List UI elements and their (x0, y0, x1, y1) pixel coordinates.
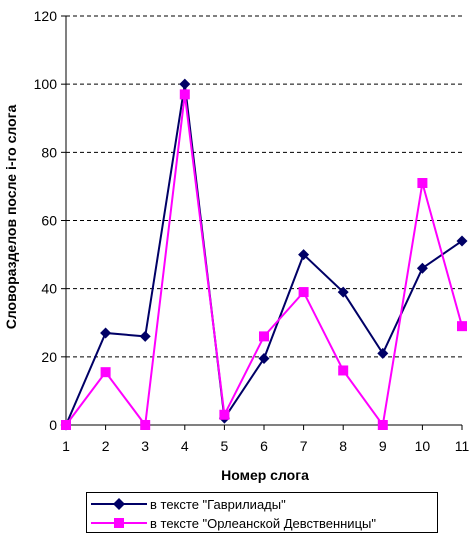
data-point (219, 409, 230, 420)
data-point (258, 353, 270, 365)
data-point (179, 78, 191, 90)
x-tick-label: 9 (379, 438, 387, 454)
series-1 (60, 78, 468, 431)
x-tick-label: 2 (102, 438, 110, 454)
legend-item-series-1: в тексте "Гаврилиады" (91, 495, 286, 513)
x-tick-label: 8 (339, 438, 347, 454)
axes (61, 15, 463, 430)
legend-swatch-square-icon (91, 516, 147, 530)
data-point (139, 330, 151, 342)
x-axis-label: Номер слога (221, 467, 309, 483)
y-tick-label: 120 (34, 8, 58, 24)
y-axis-label: Словоразделов после i-го слога (3, 105, 19, 330)
legend-item-series-2: в тексте "Орлеанской Девственницы" (91, 514, 376, 532)
y-tick-label: 100 (34, 76, 58, 92)
y-tick-label: 80 (41, 144, 57, 160)
x-tick-label: 7 (300, 438, 308, 454)
data-point (338, 365, 349, 376)
data-point (140, 420, 151, 430)
x-tick-label: 10 (415, 438, 431, 454)
x-tick-label: 3 (141, 438, 149, 454)
data-point (456, 235, 468, 247)
data-point (259, 331, 269, 342)
x-tick-label: 11 (455, 438, 470, 454)
line-chart: 0 20 40 60 80 100 120 1 2 3 4 5 6 7 8 9 10 11 Словоразде… (3, 8, 469, 483)
data-point (377, 347, 389, 359)
series-line (65, 84, 463, 426)
data-point (377, 420, 388, 430)
x-tick-label: 5 (221, 438, 229, 454)
data-point (416, 262, 428, 274)
data-point (61, 420, 71, 430)
data-point (298, 249, 310, 261)
y-tick-label: 60 (41, 213, 57, 229)
y-tick-label: 0 (49, 417, 57, 433)
y-tick-label: 40 (41, 281, 57, 297)
legend: в тексте "Гаврилиады" в тексте "Орлеанск… (86, 492, 438, 533)
data-point (100, 327, 112, 339)
y-tick-label: 20 (41, 349, 57, 365)
series-layer (60, 78, 468, 431)
data-point (179, 89, 190, 100)
x-tick-labels: 1 2 3 4 5 6 7 8 9 10 11 (62, 438, 469, 454)
legend-label-series-1: в тексте "Гаврилиады" (150, 496, 286, 512)
series-2 (61, 89, 467, 430)
series-line (65, 94, 463, 428)
data-point (100, 367, 111, 378)
data-point (337, 286, 349, 298)
legend-label-series-2: в тексте "Орлеанской Девственницы" (150, 515, 376, 531)
x-tick-label: 6 (260, 438, 268, 454)
data-point (417, 178, 428, 189)
legend-swatch-diamond-icon (91, 497, 147, 511)
y-tick-labels: 0 20 40 60 80 100 120 (34, 8, 58, 433)
gridlines (66, 15, 462, 358)
data-point (298, 287, 309, 298)
data-point (457, 321, 467, 332)
x-tick-label: 4 (181, 438, 189, 454)
x-tick-label: 1 (62, 438, 70, 454)
